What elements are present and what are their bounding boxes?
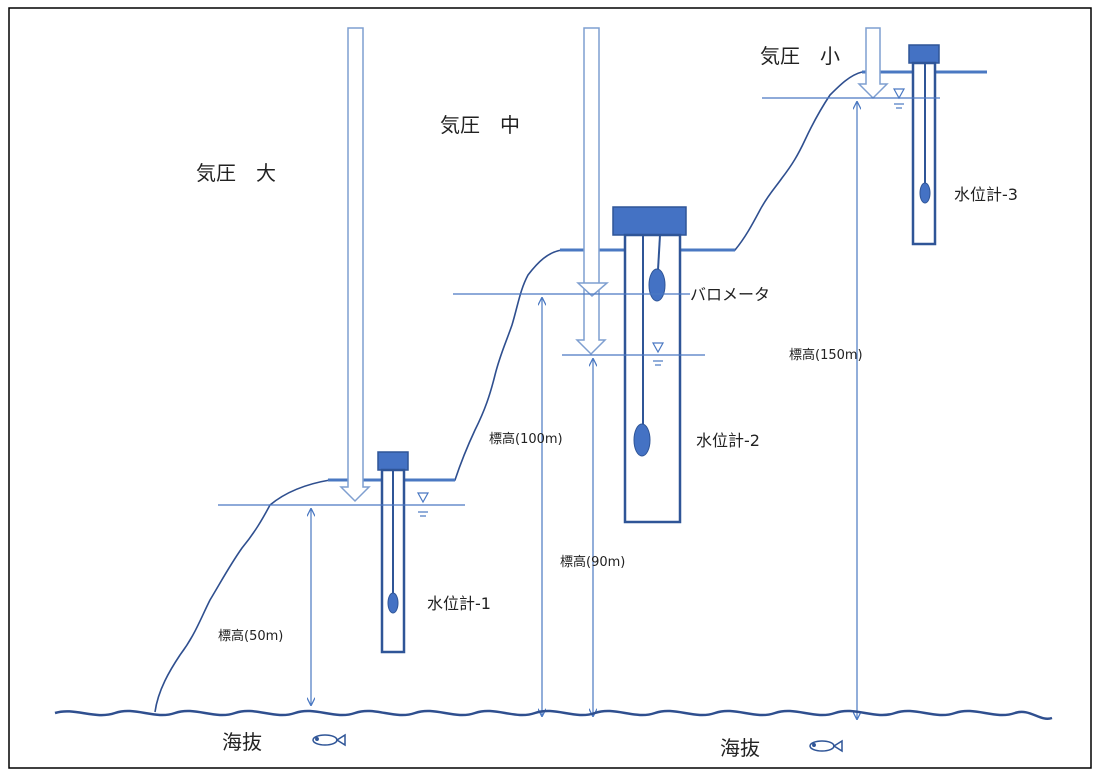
sea-level-wave <box>54 709 1053 720</box>
hillside-outline <box>154 71 863 713</box>
barometer-icon <box>648 268 666 302</box>
elevation-label-150m: 標高(150m) <box>789 347 863 363</box>
elevation-label-50m: 標高(50m) <box>218 628 283 644</box>
fish-icon-right <box>809 739 843 753</box>
barometer-label: バロメータ <box>690 285 770 304</box>
water-gauge-3-label: 水位計-3 <box>954 185 1018 204</box>
barometer-cable <box>657 234 661 271</box>
water-level-marker-1 <box>416 492 430 517</box>
well-2-cap <box>612 206 687 236</box>
fish-icon-left <box>312 733 346 747</box>
well-1-cap <box>377 451 409 471</box>
pressure-arrow-small <box>857 27 889 100</box>
pressure-arrow-large <box>339 27 371 503</box>
water-gauge-2-icon <box>633 423 651 457</box>
water-level-marker-3 <box>892 88 906 109</box>
well-3 <box>908 44 940 246</box>
pressure-label-medium: 気圧 中 <box>440 113 520 137</box>
pressure-arrow-medium <box>575 27 607 356</box>
water-gauge-2-label: 水位計-2 <box>696 431 760 450</box>
sea-level-label-left: 海抜 <box>222 730 262 754</box>
water-gauge-1-label: 水位計-1 <box>427 594 491 613</box>
barometer-arrowhead <box>576 282 610 298</box>
diagram-frame <box>8 7 1092 769</box>
water-gauge-3-icon <box>919 182 931 204</box>
well-3-cap <box>908 44 940 64</box>
elevation-label-100m: 標高(100m) <box>489 431 563 447</box>
well-1 <box>377 451 409 654</box>
pressure-label-small: 気圧 小 <box>760 44 840 68</box>
water-gauge-1-icon <box>387 592 399 614</box>
elevation-label-90m: 標高(90m) <box>560 554 625 570</box>
well-2 <box>612 206 687 524</box>
sea-level-label-right: 海抜 <box>720 736 760 760</box>
water-level-marker-2 <box>651 342 665 366</box>
pressure-label-large: 気圧 大 <box>196 161 276 185</box>
